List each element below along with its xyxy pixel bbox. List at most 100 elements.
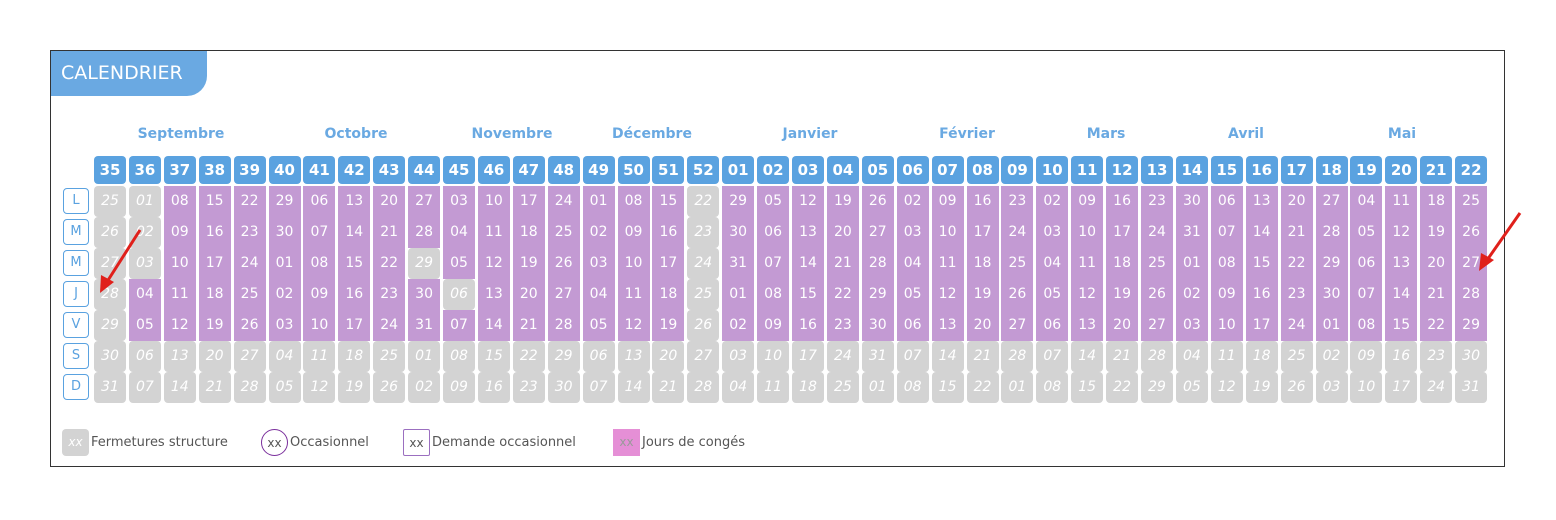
day-cell[interactable]: 14 xyxy=(338,217,371,248)
day-cell[interactable]: 27 xyxy=(547,279,580,310)
day-cell[interactable]: 15 xyxy=(792,279,824,310)
day-cell[interactable]: 01 xyxy=(1175,248,1208,279)
day-cell[interactable]: 09 xyxy=(1210,279,1243,310)
day-cell[interactable]: 18 xyxy=(338,341,371,372)
day-cell[interactable]: 30 xyxy=(722,217,755,248)
day-cell[interactable]: 25 xyxy=(826,372,859,403)
day-cell[interactable]: 05 xyxy=(443,248,475,279)
day-cell[interactable]: 26 xyxy=(1455,217,1488,248)
day-cell[interactable]: 08 xyxy=(1210,248,1243,279)
day-cell[interactable]: 16 xyxy=(1385,341,1418,372)
day-cell[interactable]: 22 xyxy=(1420,310,1453,341)
day-cell[interactable]: 20 xyxy=(1106,310,1139,341)
day-cell[interactable]: 10 xyxy=(1071,217,1104,248)
day-cell[interactable]: 11 xyxy=(477,217,510,248)
day-cell[interactable]: 06 xyxy=(303,186,336,217)
day-cell[interactable]: 08 xyxy=(443,341,475,372)
day-cell[interactable]: 24 xyxy=(1001,217,1034,248)
day-cell[interactable]: 23 xyxy=(373,279,406,310)
day-cell[interactable]: 02 xyxy=(408,372,441,403)
day-cell[interactable]: 20 xyxy=(966,310,999,341)
day-cell[interactable]: 04 xyxy=(722,372,755,403)
day-cell[interactable]: 26 xyxy=(1141,279,1173,310)
day-cell[interactable]: 04 xyxy=(443,217,475,248)
day-cell[interactable]: 19 xyxy=(1245,372,1278,403)
day-cell[interactable]: 07 xyxy=(896,341,929,372)
day-cell[interactable]: 31 xyxy=(722,248,755,279)
day-cell[interactable]: 14 xyxy=(163,372,196,403)
day-cell[interactable]: 16 xyxy=(198,217,231,248)
day-cell[interactable]: 25 xyxy=(1141,248,1173,279)
day-cell[interactable]: 19 xyxy=(826,186,859,217)
day-cell[interactable]: 11 xyxy=(1385,186,1418,217)
day-cell[interactable]: 02 xyxy=(1315,341,1348,372)
day-cell[interactable]: 26 xyxy=(1001,279,1034,310)
day-cell[interactable]: 14 xyxy=(1245,217,1278,248)
day-cell[interactable]: 12 xyxy=(303,372,336,403)
day-cell[interactable]: 08 xyxy=(163,186,196,217)
day-cell[interactable]: 02 xyxy=(128,217,161,248)
day-cell[interactable]: 19 xyxy=(1420,217,1453,248)
day-cell[interactable]: 29 xyxy=(547,341,580,372)
day-cell[interactable]: 05 xyxy=(1350,217,1383,248)
day-cell[interactable]: 01 xyxy=(1315,310,1348,341)
day-cell[interactable]: 19 xyxy=(1106,279,1139,310)
day-cell[interactable]: 17 xyxy=(512,186,545,217)
day-cell[interactable]: 05 xyxy=(1175,372,1208,403)
day-cell[interactable]: 09 xyxy=(1350,341,1383,372)
day-cell[interactable]: 08 xyxy=(617,186,650,217)
day-cell[interactable]: 21 xyxy=(1106,341,1139,372)
day-cell[interactable]: 05 xyxy=(128,310,161,341)
day-cell[interactable]: 18 xyxy=(512,217,545,248)
day-cell[interactable]: 11 xyxy=(1210,341,1243,372)
day-cell[interactable]: 02 xyxy=(268,279,301,310)
day-cell[interactable]: 03 xyxy=(128,248,161,279)
day-cell[interactable]: 29 xyxy=(268,186,301,217)
day-cell[interactable]: 19 xyxy=(512,248,545,279)
day-cell[interactable]: 19 xyxy=(338,372,371,403)
day-cell[interactable]: 11 xyxy=(1071,248,1104,279)
day-cell[interactable]: 26 xyxy=(373,372,406,403)
day-cell[interactable]: 08 xyxy=(303,248,336,279)
day-cell[interactable]: 30 xyxy=(268,217,301,248)
day-cell[interactable]: 15 xyxy=(198,186,231,217)
day-cell[interactable]: 06 xyxy=(582,341,615,372)
day-cell[interactable]: 24 xyxy=(1141,217,1173,248)
day-cell[interactable]: 22 xyxy=(233,186,266,217)
day-cell[interactable]: 01 xyxy=(408,341,441,372)
day-cell[interactable]: 22 xyxy=(687,186,720,217)
day-cell[interactable]: 05 xyxy=(582,310,615,341)
day-cell[interactable]: 23 xyxy=(1280,279,1313,310)
day-cell[interactable]: 03 xyxy=(1036,217,1069,248)
day-cell[interactable]: 28 xyxy=(861,248,894,279)
day-cell[interactable]: 06 xyxy=(1210,186,1243,217)
day-cell[interactable]: 21 xyxy=(652,372,685,403)
day-cell[interactable]: 15 xyxy=(931,372,964,403)
day-cell[interactable]: 17 xyxy=(1245,310,1278,341)
day-cell[interactable]: 10 xyxy=(303,310,336,341)
day-cell[interactable]: 15 xyxy=(1245,248,1278,279)
day-cell[interactable]: 14 xyxy=(477,310,510,341)
day-cell[interactable]: 15 xyxy=(338,248,371,279)
day-cell[interactable]: 31 xyxy=(1455,372,1488,403)
day-cell[interactable]: 01 xyxy=(1001,372,1034,403)
day-cell[interactable]: 31 xyxy=(1175,217,1208,248)
day-cell[interactable]: 03 xyxy=(722,341,755,372)
day-cell[interactable]: 09 xyxy=(163,217,196,248)
day-cell[interactable]: 19 xyxy=(966,279,999,310)
day-cell[interactable]: 13 xyxy=(1245,186,1278,217)
day-cell[interactable]: 30 xyxy=(1315,279,1348,310)
day-cell[interactable]: 07 xyxy=(582,372,615,403)
day-cell[interactable]: 18 xyxy=(792,372,824,403)
day-cell[interactable]: 15 xyxy=(477,341,510,372)
day-cell[interactable]: 01 xyxy=(128,186,161,217)
day-cell[interactable]: 17 xyxy=(966,217,999,248)
day-cell[interactable]: 17 xyxy=(198,248,231,279)
day-cell[interactable]: 12 xyxy=(792,186,824,217)
day-cell[interactable]: 14 xyxy=(1385,279,1418,310)
day-cell[interactable]: 13 xyxy=(338,186,371,217)
day-cell[interactable]: 25 xyxy=(373,341,406,372)
day-cell[interactable]: 23 xyxy=(512,372,545,403)
day-cell[interactable]: 29 xyxy=(408,248,441,279)
day-cell[interactable]: 16 xyxy=(477,372,510,403)
